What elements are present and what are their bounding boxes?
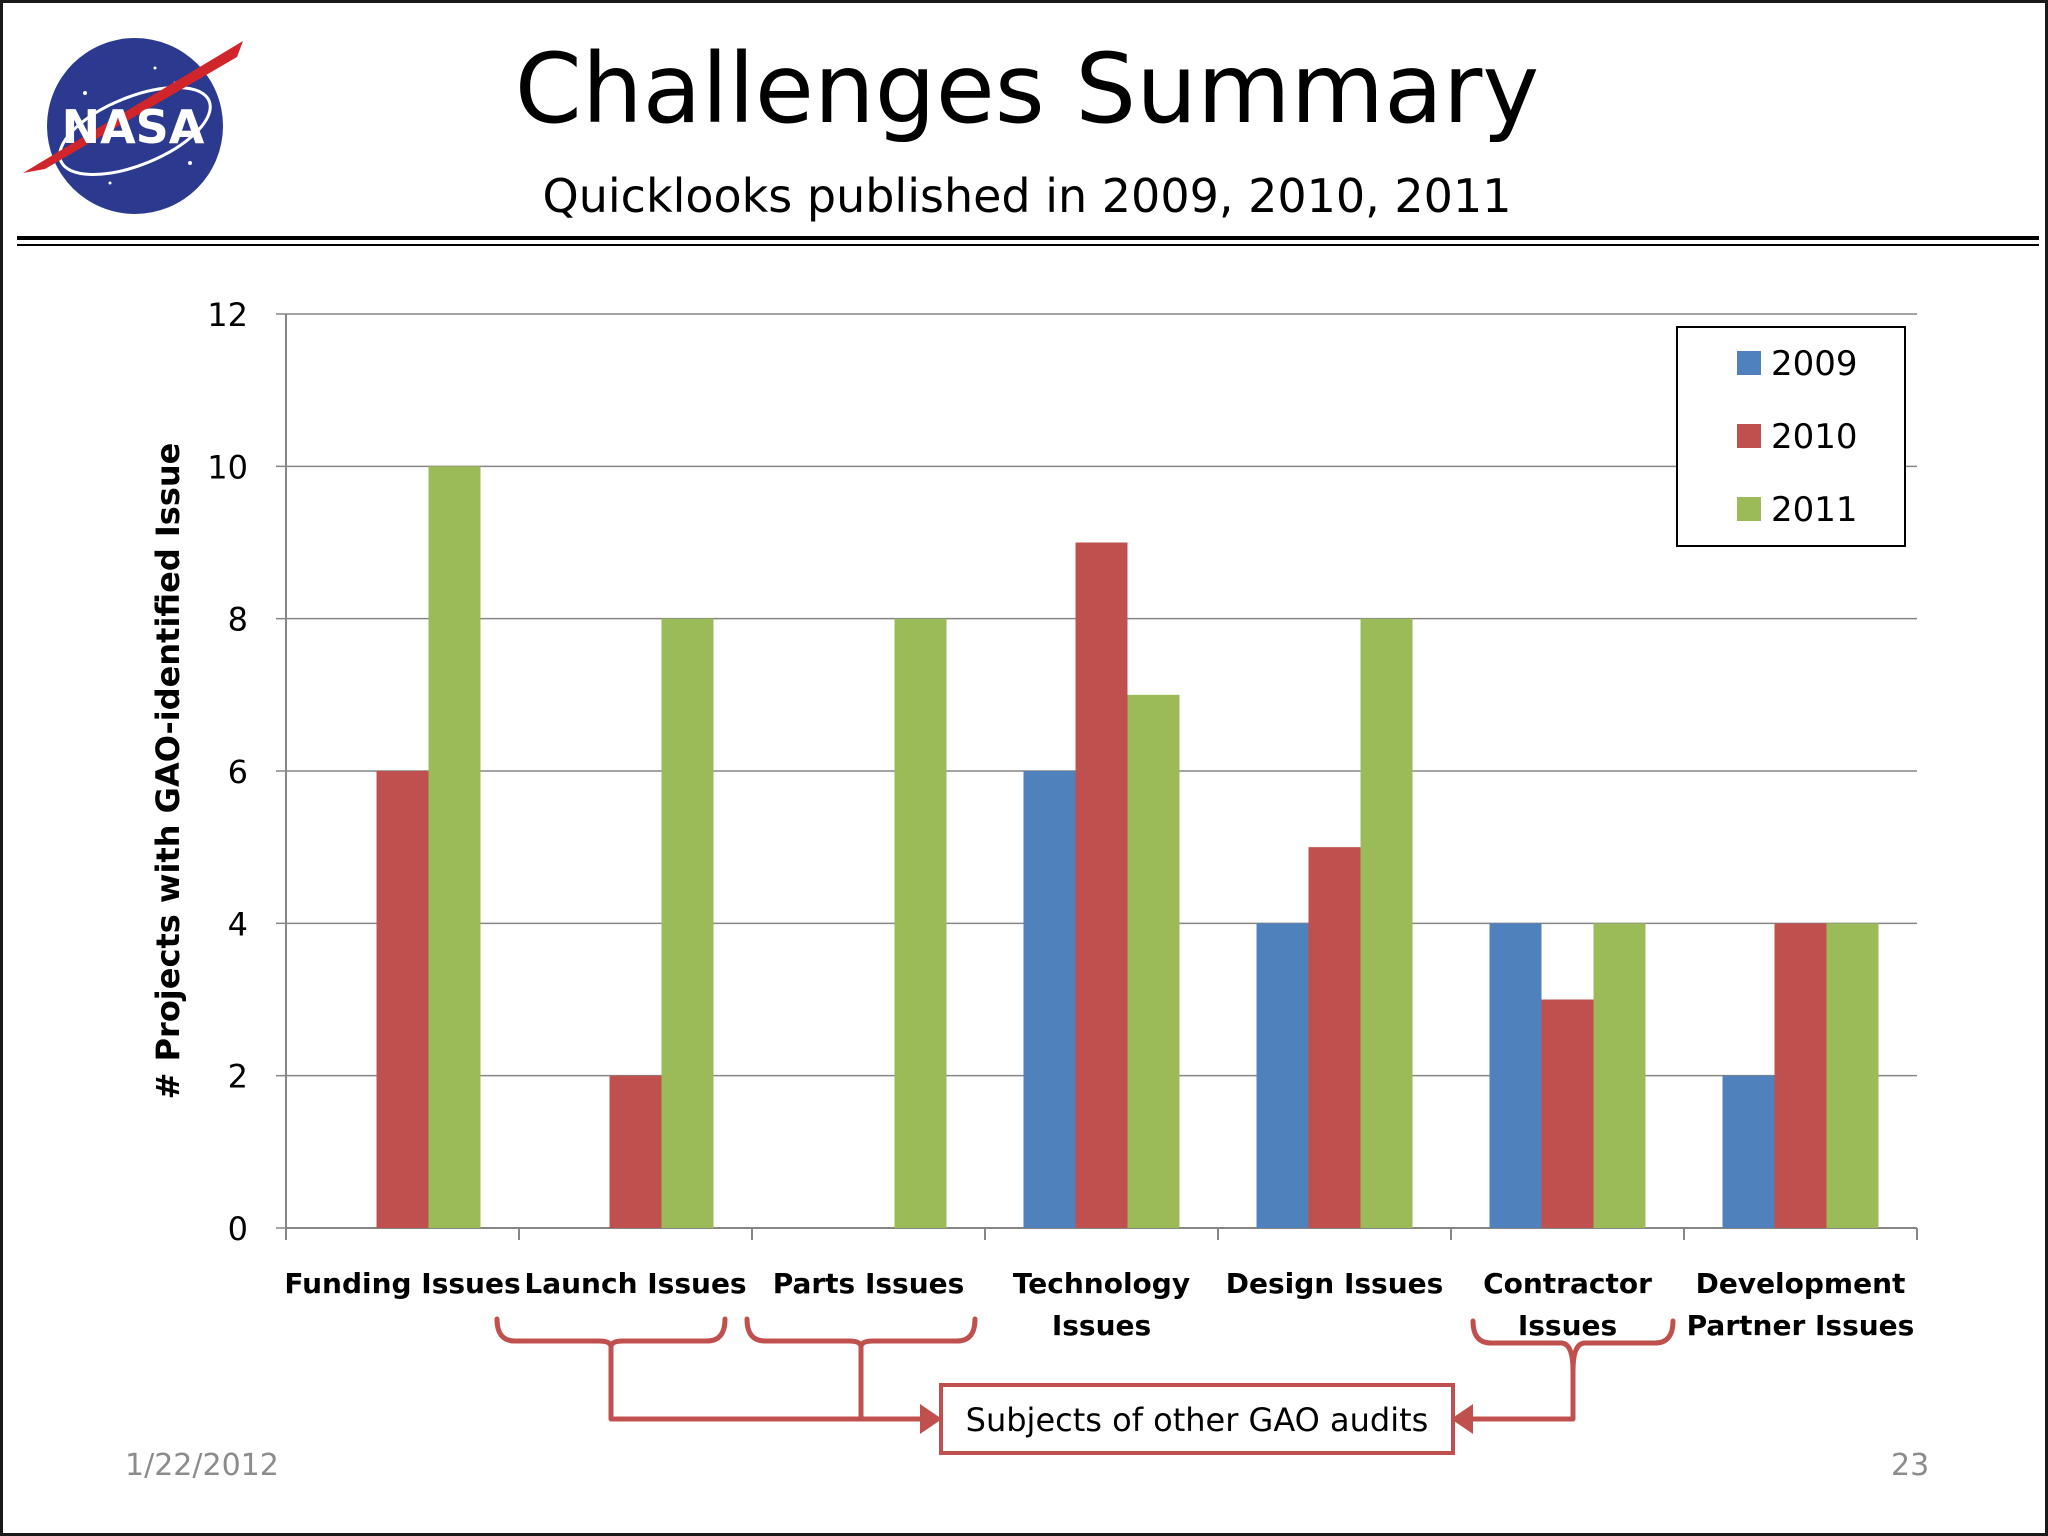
legend-label: 2009 (1771, 344, 1858, 384)
x-category-label: Funding Issues (284, 1267, 520, 1300)
bar-2009 (1023, 771, 1076, 1228)
bar-2011 (661, 618, 714, 1228)
x-category-label: Development (1696, 1267, 1906, 1300)
bar-2011 (1593, 923, 1646, 1228)
brace-funding-launch (494, 1316, 728, 1350)
bar-2011 (428, 466, 481, 1228)
arrow-line (608, 1344, 931, 1422)
y-tick-label: 12 (207, 296, 248, 334)
arrow-line (1462, 1368, 1576, 1422)
bar-2010 (1308, 847, 1361, 1228)
page-subtitle: Quicklooks published in 2009, 2010, 2011 (542, 169, 1512, 223)
bar-2011 (1360, 618, 1413, 1228)
x-category-label: Design Issues (1226, 1267, 1444, 1300)
nasa-logo: NASA (23, 38, 243, 214)
bar-2011 (1127, 694, 1180, 1228)
legend-swatch-2011 (1737, 497, 1761, 521)
brace-contractor (1470, 1318, 1676, 1374)
x-category-label: Issues (1518, 1309, 1617, 1342)
bar-2010 (1541, 999, 1594, 1228)
logo-vector (23, 41, 243, 173)
bar-2009 (1256, 923, 1309, 1228)
callout-box (939, 1383, 1455, 1455)
legend-label: 2010 (1771, 417, 1858, 457)
bar-2010 (376, 771, 429, 1228)
arrow-head (1451, 1404, 1473, 1434)
slide-date: 1/22/2012 (125, 1448, 279, 1483)
x-category-label: Technology (1013, 1267, 1190, 1300)
legend-label: 2011 (1771, 490, 1858, 530)
y-axis-title: # Projects with GAO-identified Issue (149, 443, 187, 1100)
callout-text: Subjects of other GAO audits (966, 1401, 1429, 1439)
x-category-label: Contractor (1483, 1267, 1652, 1300)
y-tick-label: 2 (228, 1058, 248, 1096)
y-tick-label: 4 (228, 905, 248, 943)
y-tick-label: 10 (207, 448, 248, 486)
y-tick-label: 6 (228, 753, 248, 791)
x-category-label: Parts Issues (773, 1267, 965, 1300)
title-rule (17, 236, 2039, 240)
bar-2009 (1722, 1075, 1775, 1228)
bar-2010 (1774, 923, 1827, 1228)
title-rule-thin (17, 244, 2039, 246)
logo-orbit (58, 86, 212, 176)
slide-page-number: 23 (1891, 1448, 1930, 1483)
bar-chart: 0 2 4 6 8 10 12 # Projects with GAO-identified … (149, 296, 1918, 1455)
bar-2011 (894, 618, 947, 1228)
page-title: Challenges Summary (514, 33, 1540, 145)
y-tick-label: 0 (228, 1210, 248, 1248)
legend-swatch-2009 (1737, 351, 1761, 375)
bar-2011 (1826, 923, 1879, 1228)
x-category-label: Launch Issues (524, 1267, 746, 1300)
logo-text: NASA (62, 100, 205, 154)
x-category-label: Partner Issues (1687, 1309, 1915, 1342)
brace-parts (744, 1316, 978, 1350)
bar-2010 (609, 1075, 662, 1228)
legend-swatch-2010 (1737, 424, 1761, 448)
x-category-label: Issues (1052, 1309, 1151, 1342)
bar-2009 (1489, 923, 1542, 1228)
y-tick-label: 8 (228, 601, 248, 639)
bar-2010 (1075, 542, 1128, 1228)
legend-box (1676, 326, 1906, 547)
arrow-head (920, 1404, 942, 1434)
